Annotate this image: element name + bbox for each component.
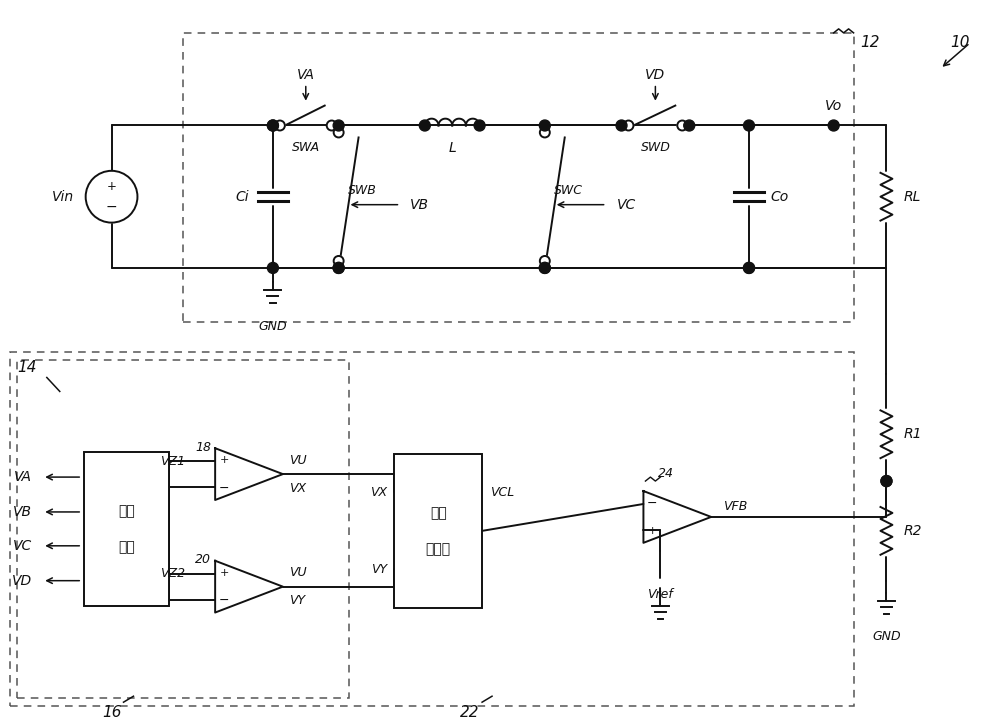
- Text: +: +: [219, 455, 229, 465]
- Circle shape: [624, 120, 633, 131]
- Text: VZ1: VZ1: [160, 455, 185, 468]
- Circle shape: [539, 262, 550, 273]
- Text: VA: VA: [297, 68, 315, 81]
- Text: 12: 12: [861, 35, 880, 50]
- Text: VD: VD: [645, 68, 665, 81]
- Text: Vo: Vo: [825, 99, 842, 112]
- Text: SWD: SWD: [640, 141, 670, 154]
- Text: −: −: [219, 594, 229, 607]
- Circle shape: [744, 262, 754, 273]
- Text: 14: 14: [17, 360, 37, 375]
- Circle shape: [419, 120, 430, 131]
- Text: 22: 22: [460, 704, 480, 720]
- Circle shape: [275, 120, 285, 131]
- Text: −: −: [106, 200, 117, 213]
- Text: Co: Co: [771, 190, 789, 204]
- Text: 16: 16: [102, 704, 121, 720]
- Text: 20: 20: [195, 553, 211, 566]
- FancyBboxPatch shape: [394, 454, 482, 608]
- Circle shape: [267, 262, 278, 273]
- Text: VD: VD: [12, 574, 32, 588]
- Text: VFB: VFB: [723, 500, 747, 513]
- Text: VZ2: VZ2: [160, 567, 185, 580]
- Circle shape: [333, 262, 344, 273]
- Text: L: L: [448, 141, 456, 156]
- Circle shape: [540, 128, 550, 138]
- Text: 24: 24: [658, 466, 674, 479]
- Text: R2: R2: [903, 524, 922, 538]
- Text: VX: VX: [289, 482, 306, 495]
- Circle shape: [333, 120, 344, 131]
- Circle shape: [539, 262, 550, 273]
- Text: Ci: Ci: [235, 190, 249, 204]
- Circle shape: [267, 120, 278, 131]
- Text: SWB: SWB: [348, 185, 376, 198]
- Circle shape: [881, 476, 892, 487]
- Circle shape: [744, 120, 754, 131]
- Text: 18: 18: [195, 441, 211, 454]
- Circle shape: [267, 120, 278, 131]
- Text: 产生器: 产生器: [426, 541, 451, 556]
- Text: SWA: SWA: [292, 141, 320, 154]
- Circle shape: [333, 262, 344, 273]
- Text: VA: VA: [14, 470, 32, 484]
- Text: GND: GND: [872, 630, 901, 643]
- Text: VY: VY: [289, 594, 305, 607]
- Circle shape: [474, 120, 485, 131]
- FancyBboxPatch shape: [84, 451, 169, 606]
- Text: 10: 10: [950, 35, 970, 50]
- Text: +: +: [219, 567, 229, 578]
- Text: VX: VX: [370, 486, 387, 499]
- Text: VC: VC: [13, 539, 32, 553]
- Text: Vref: Vref: [647, 588, 673, 601]
- Circle shape: [334, 256, 344, 266]
- Text: 信号: 信号: [430, 506, 447, 520]
- Text: 电路: 电路: [118, 540, 135, 554]
- Circle shape: [86, 171, 137, 223]
- Text: SWC: SWC: [554, 185, 583, 198]
- Text: VB: VB: [410, 198, 429, 212]
- Circle shape: [334, 128, 344, 138]
- Text: VU: VU: [289, 454, 306, 466]
- Circle shape: [540, 256, 550, 266]
- Circle shape: [744, 262, 754, 273]
- Circle shape: [828, 120, 839, 131]
- Text: −: −: [219, 482, 229, 495]
- Text: Vin: Vin: [52, 190, 74, 204]
- Circle shape: [327, 120, 337, 131]
- Text: +: +: [648, 526, 657, 536]
- Text: RL: RL: [903, 190, 921, 204]
- Text: −: −: [647, 497, 658, 510]
- Text: VB: VB: [13, 505, 32, 519]
- Text: VU: VU: [289, 566, 306, 579]
- Circle shape: [684, 120, 695, 131]
- Text: +: +: [107, 180, 116, 193]
- Text: VC: VC: [617, 198, 636, 212]
- Circle shape: [881, 476, 892, 487]
- Text: 逻辑: 逻辑: [118, 504, 135, 518]
- Text: GND: GND: [259, 319, 287, 332]
- Circle shape: [677, 120, 687, 131]
- Circle shape: [539, 120, 550, 131]
- Circle shape: [616, 120, 627, 131]
- Text: VY: VY: [371, 563, 387, 576]
- Text: R1: R1: [903, 428, 922, 441]
- Text: VCL: VCL: [490, 485, 514, 498]
